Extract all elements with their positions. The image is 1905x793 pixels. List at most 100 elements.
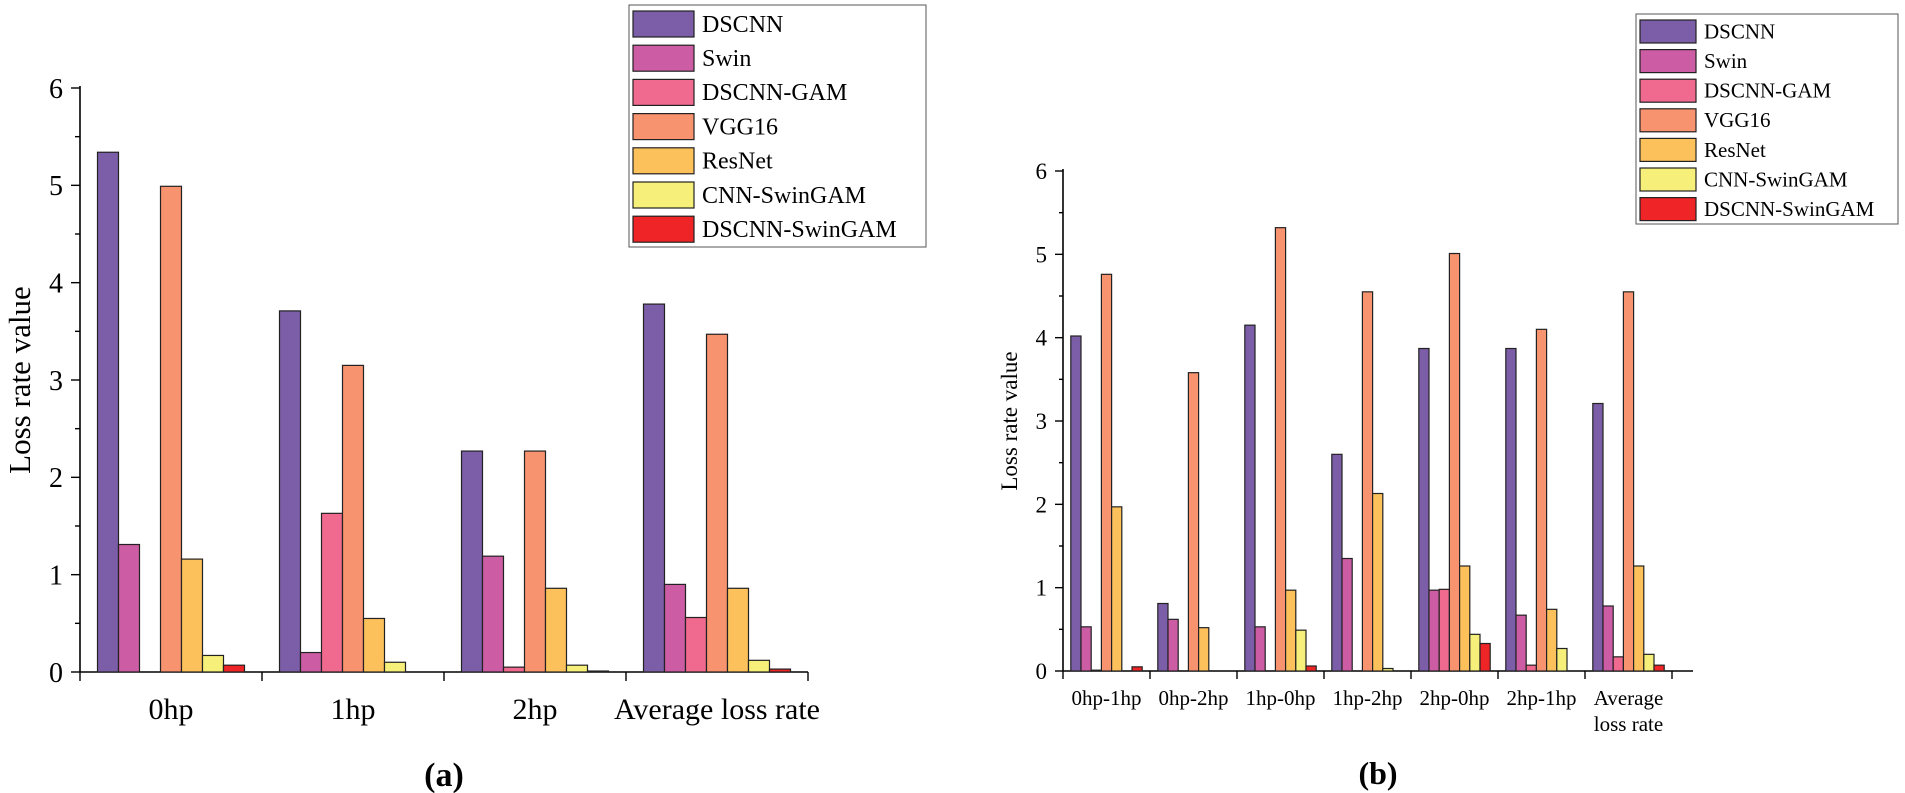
legend-entry-label: VGG16: [1704, 108, 1771, 132]
x-tick-label: 0hp-1hp: [1072, 686, 1142, 710]
y-tick-label: 1: [1036, 576, 1048, 601]
bar: [1110, 506, 1123, 672]
bar: [1254, 626, 1266, 672]
bar: [96, 151, 120, 673]
bar: [1361, 291, 1374, 672]
bar: [1167, 618, 1179, 672]
x-tick-label-line: 1hp-0hp: [1246, 686, 1316, 710]
bar: [1469, 633, 1481, 672]
x-tick-label-line: 2hp: [513, 693, 558, 726]
x-tick-label-line: Average loss rate: [614, 693, 820, 726]
bar: [1622, 291, 1635, 672]
legend-swatch: [632, 10, 695, 38]
bar: [383, 661, 407, 673]
legend: DSCNN Swin DSCNN-GAM VGG16 ResNet CNN-SwinGAM…: [1635, 13, 1899, 225]
bar: [565, 664, 589, 673]
bar: [299, 651, 323, 673]
bar: [1556, 647, 1568, 672]
bar: [460, 450, 484, 673]
x-tick-label: 1hp: [331, 693, 376, 726]
bar: [1187, 372, 1200, 672]
bar: [1244, 324, 1256, 672]
x-tick-label: 1hp-2hp: [1333, 686, 1403, 710]
legend-swatch: [632, 78, 695, 107]
x-tick-label-line: 0hp-1hp: [1072, 686, 1142, 710]
x-tick-label-line: loss rate: [1594, 712, 1663, 736]
bar: [1341, 557, 1353, 672]
x-tick-label-line: 1hp: [331, 693, 376, 726]
legend-swatch: [632, 181, 695, 209]
bar: [684, 616, 708, 673]
x-tick-label-line: 1hp-2hp: [1333, 686, 1403, 710]
bar: [502, 666, 526, 673]
x-tick-label: Average loss rate: [614, 693, 820, 726]
bar: [1274, 227, 1287, 672]
bar: [1157, 602, 1169, 672]
bar: [1479, 642, 1491, 672]
bar: [1505, 347, 1517, 672]
y-tick-label: 2: [1036, 492, 1048, 517]
legend: DSCNN Swin DSCNN-GAM VGG16 ResNet CNN-SwinGAM…: [628, 4, 927, 248]
bar: [586, 670, 610, 673]
bar: [1545, 608, 1558, 672]
legend-entry-label: CNN-SwinGAM: [1704, 167, 1848, 191]
x-tick-label: 2hp-0hp: [1420, 686, 1490, 710]
bar: [1382, 667, 1394, 672]
bar: [481, 555, 505, 673]
bar: [362, 617, 386, 673]
x-tick-label-line: 0hp: [149, 693, 194, 726]
y-tick-label: 1: [49, 560, 63, 591]
bar: [1090, 669, 1102, 672]
bar: [117, 543, 141, 673]
y-tick-label: 6: [49, 74, 63, 105]
x-tick-label-line: 0hp-2hp: [1159, 686, 1229, 710]
bar: [1284, 589, 1297, 672]
bar: [1612, 656, 1624, 672]
bar: [222, 664, 246, 673]
bar: [320, 512, 344, 673]
x-tick-label: 0hp-2hp: [1159, 686, 1229, 710]
y-axis-label: Loss rate value: [997, 351, 1022, 490]
legend-swatch: [1639, 108, 1697, 133]
bar: [1418, 347, 1430, 672]
bar: [1438, 588, 1450, 672]
legend-swatch: [1639, 167, 1697, 192]
x-tick-label: 1hp-0hp: [1246, 686, 1316, 710]
legend-swatch: [632, 215, 695, 243]
y-tick-label: 3: [49, 366, 63, 397]
legend-swatch: [632, 44, 695, 72]
x-tick-label: 2hp-1hp: [1507, 686, 1577, 710]
legend-swatch: [1639, 137, 1697, 162]
legend-swatch: [632, 147, 695, 175]
bar: [523, 450, 547, 673]
legend-swatch: [632, 112, 695, 141]
bar: [1197, 627, 1210, 672]
bar: [1515, 614, 1527, 672]
bar: [1592, 402, 1604, 672]
bar: [747, 659, 771, 673]
y-tick-label: 4: [1036, 326, 1048, 351]
legend-entry-label: DSCNN-SwinGAM: [702, 217, 897, 243]
bar: [1535, 328, 1548, 672]
bar: [1295, 629, 1307, 672]
bar: [768, 668, 792, 673]
y-tick-label: 3: [1036, 409, 1048, 434]
y-tick-label: 6: [1036, 159, 1048, 184]
bar: [1305, 665, 1317, 672]
bar: [1602, 605, 1614, 672]
panel-label: (b): [1358, 755, 1397, 791]
bar: [1331, 453, 1343, 672]
y-tick-label: 0: [1036, 659, 1048, 684]
bar: [1131, 666, 1143, 672]
bar: [1428, 589, 1440, 672]
bar: [341, 364, 365, 673]
legend-swatch: [1639, 48, 1697, 74]
x-tick-label: 0hp: [149, 693, 194, 726]
x-tick-label-line: 2hp-1hp: [1507, 686, 1577, 710]
x-tick-label: 2hp: [513, 693, 558, 726]
legend-entry-label: CNN-SwinGAM: [702, 183, 866, 209]
legend-entry-label: ResNet: [1704, 138, 1766, 162]
legend-entry-label: DSCNN-SwinGAM: [1704, 197, 1875, 221]
bar: [726, 587, 750, 673]
